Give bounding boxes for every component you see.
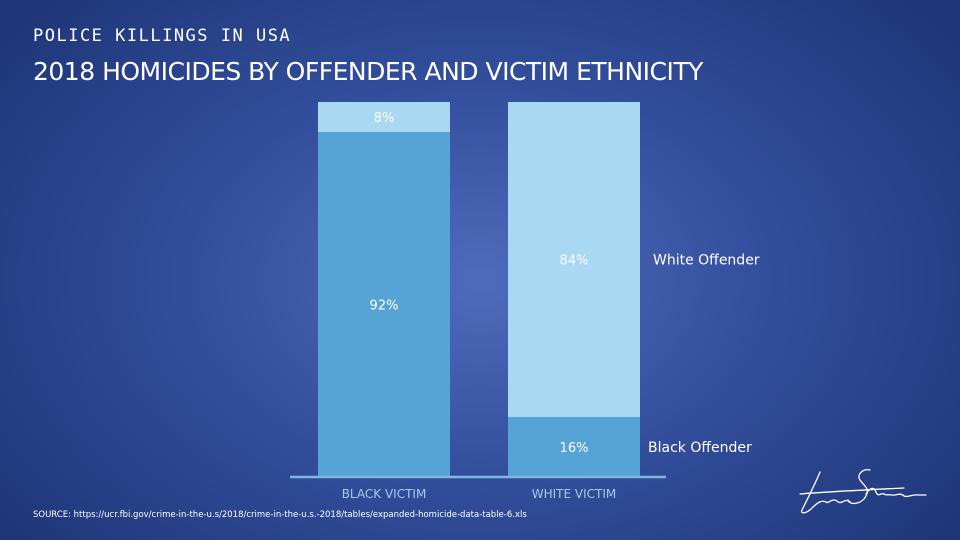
bar-segment-black-offender-black-victim [318,132,450,477]
series-label-black-offender: Black Offender [648,440,752,456]
data-label: 92% [370,299,399,314]
data-label: 16% [560,441,589,456]
data-label: 8% [374,111,395,126]
chart-title: 2018 HOMICIDES BY OFFENDER AND VICTIM ET… [33,57,703,86]
category-label: BLACK VICTIM [342,487,427,501]
data-label: 84% [560,254,589,269]
source-note: SOURCE: https://ucr.fbi.gov/crime-in-the… [33,510,527,520]
bar-segment-black-offender-white-victim [508,417,640,477]
chart-kicker: POLICE KILLINGS IN USA [33,26,292,46]
bar-segment-white-offender-black-victim [318,102,450,132]
series-label-white-offender: White Offender [653,253,760,269]
bar-segment-white-offender-white-victim [508,102,640,417]
category-label: WHITE VICTIM [532,487,617,501]
signature-logo [799,468,927,514]
